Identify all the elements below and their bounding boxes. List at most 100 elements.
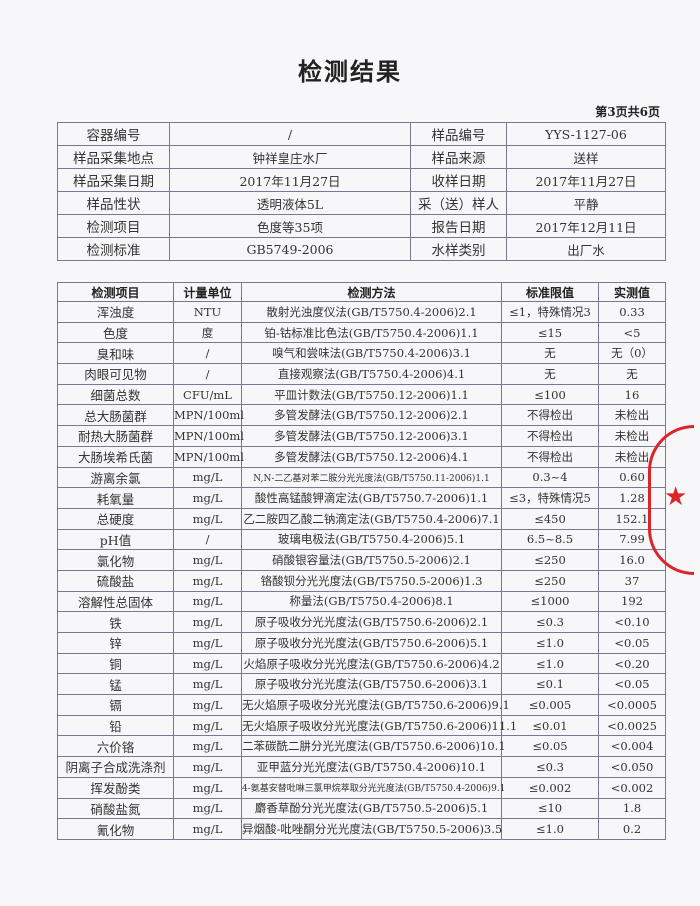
cell-value: 无（0） xyxy=(598,342,666,365)
info-label: 样品编号 xyxy=(410,122,507,146)
cell-unit: mg/L xyxy=(173,776,242,799)
results-table: 检测项目 计量单位 检测方法 标准限值 实测值 浑浊度 NTU 散射光浊度仪法(GB… xyxy=(57,282,666,840)
cell-limit: ≤250 xyxy=(501,569,599,592)
cell-item: 锌 xyxy=(57,632,174,654)
result-row: 铁 mg/L 原子吸收分光光度法(GB/T5750.6-2006)2.1 ≤0.3 <0… xyxy=(57,611,666,633)
cell-item: 挥发酚类 xyxy=(57,776,174,799)
cell-method: 无火焰原子吸收分光光度法(GB/T5750.6-2006)11.1 xyxy=(241,714,517,737)
info-row: 样品采集日期 2017年11月27日 收样日期 2017年11月27日 xyxy=(57,168,666,192)
info-value: / xyxy=(169,122,411,146)
cell-unit: MPN/100ml xyxy=(173,425,244,447)
cell-item: 镉 xyxy=(57,694,174,716)
cell-item: 硝酸盐氮 xyxy=(57,797,174,820)
cell-method: 酸性高锰酸钾滴定法(GB/T5750.7-2006)1.1 xyxy=(241,487,502,509)
cell-method: 原子吸收分光光度法(GB/T5750.6-2006)3.1 xyxy=(241,673,502,696)
cell-item: 铜 xyxy=(57,652,174,675)
cell-limit: 不得检出 xyxy=(501,404,599,427)
info-value: 透明液体5L xyxy=(169,191,411,215)
cell-method: 多管发酵法(GB/T5750.12-2006)3.1 xyxy=(241,425,502,447)
result-row: 硫酸盐 mg/L 铬酸钡分光光度法(GB/T5750.5-2006)1.3 ≤250 3… xyxy=(57,569,666,592)
info-value: 钟祥皇庄水厂 xyxy=(169,145,411,169)
cell-method: 玻璃电极法(GB/T5750.4-2006)5.1 xyxy=(241,528,502,551)
cell-limit: ≤3，特殊情况5 xyxy=(501,487,599,509)
cell-method: 多管发酵法(GB/T5750.12-2006)2.1 xyxy=(241,404,502,427)
cell-value: 未检出 xyxy=(598,404,666,427)
cell-item: pH值 xyxy=(57,528,174,551)
cell-value: <0.0005 xyxy=(598,694,666,716)
cell-unit: MPN/100ml xyxy=(173,404,244,427)
cell-value: <0.05 xyxy=(598,673,666,696)
page-indicator: 第3页共6页 xyxy=(595,105,660,119)
cell-method: 麝香草酚分光光度法(GB/T5750.5-2006)5.1 xyxy=(241,797,502,820)
page-title: 检测结果 xyxy=(298,57,402,86)
cell-unit: mg/L xyxy=(173,797,242,820)
result-row: 臭和味 / 嗅气和尝味法(GB/T5750.4-2006)3.1 无无（0） xyxy=(57,342,666,365)
result-row: 总大肠菌群 MPN/100ml 多管发酵法(GB/T5750.12-2006)2.1… xyxy=(57,404,666,427)
cell-method: 乙二胺四乙酸二钠滴定法(GB/T5750.4-2006)7.1 xyxy=(241,507,502,530)
cell-limit: ≤0.3 xyxy=(501,611,599,633)
cell-unit: / xyxy=(173,342,242,365)
result-row: 锰 mg/L 原子吸收分光光度法(GB/T5750.6-2006)3.1 ≤0.1 <0… xyxy=(57,673,666,696)
info-value: YYS-1127-06 xyxy=(506,122,666,146)
header-unit: 计量单位 xyxy=(173,282,242,302)
cell-value: 37 xyxy=(598,569,666,592)
info-label: 样品采集日期 xyxy=(57,168,170,192)
cell-method: 铂-钴标准比色法(GB/T5750.4-2006)1.1 xyxy=(241,321,502,344)
cell-method: 平皿计数法(GB/T5750.12-2006)1.1 xyxy=(241,383,502,406)
cell-item: 铁 xyxy=(57,611,174,633)
cell-value: 0.2 xyxy=(598,818,666,840)
cell-unit: mg/L xyxy=(173,611,242,633)
cell-item: 耐热大肠菌群 xyxy=(57,425,174,447)
info-label: 检测项目 xyxy=(57,214,170,238)
cell-limit: ≤1.0 xyxy=(501,652,599,675)
cell-limit: 无 xyxy=(501,363,599,385)
result-row: 游离余氯 mg/L N,N-二乙基对苯二胺分光光度法(GB/T5750.11-200… xyxy=(57,466,666,489)
cell-item: 总大肠菌群 xyxy=(57,404,174,427)
result-row: 肉眼可见物 / 直接观察法(GB/T5750.4-2006)4.1 无无 xyxy=(57,363,666,385)
cell-item: 肉眼可见物 xyxy=(57,363,174,385)
cell-method: 多管发酵法(GB/T5750.12-2006)4.1 xyxy=(241,445,502,468)
cell-unit: mg/L xyxy=(173,487,242,509)
cell-limit: 0.3~4 xyxy=(501,466,599,489)
cell-method: 直接观察法(GB/T5750.4-2006)4.1 xyxy=(241,363,502,385)
cell-item: 大肠埃希氏菌 xyxy=(57,445,174,468)
result-row: 氯化物 mg/L 硝酸银容量法(GB/T5750.5-2006)2.1 ≤250 16.… xyxy=(57,549,666,571)
cell-limit: ≤1.0 xyxy=(501,818,599,840)
cell-unit: mg/L xyxy=(173,714,242,737)
cell-unit: CFU/mL xyxy=(173,383,242,406)
cell-unit: NTU xyxy=(173,301,242,323)
cell-item: 浑浊度 xyxy=(57,301,174,323)
info-row: 样品采集地点 钟祥皇庄水厂 样品来源 送样 xyxy=(57,145,666,169)
result-row: 色度度铂-钴标准比色法(GB/T5750.4-2006)1.1 ≤15 <5 xyxy=(57,321,666,344)
cell-item: 硫酸盐 xyxy=(57,569,174,592)
result-row: pH值 / 玻璃电极法(GB/T5750.4-2006)5.1 6.5~8.5 7.99 xyxy=(57,528,666,551)
cell-item: 臭和味 xyxy=(57,342,174,365)
cell-item: 六价铬 xyxy=(57,735,174,758)
cell-item: 细菌总数 xyxy=(57,383,174,406)
result-row: 硝酸盐氮 mg/L 麝香草酚分光光度法(GB/T5750.5-2006)5.1 ≤10… xyxy=(57,797,666,820)
cell-item: 锰 xyxy=(57,673,174,696)
info-row: 容器编号 / 样品编号 YYS-1127-06 xyxy=(57,122,666,146)
cell-item: 耗氧量 xyxy=(57,487,174,509)
cell-method: 铬酸钡分光光度法(GB/T5750.5-2006)1.3 xyxy=(241,569,502,592)
info-row: 检测项目 色度等35项 报告日期 2017年12月11日 xyxy=(57,214,666,238)
cell-limit: 6.5~8.5 xyxy=(501,528,599,551)
cell-item: 色度 xyxy=(57,321,174,344)
cell-method: 嗅气和尝味法(GB/T5750.4-2006)3.1 xyxy=(241,342,502,365)
cell-value: <0.20 xyxy=(598,652,666,675)
info-label: 水样类别 xyxy=(410,237,507,261)
cell-method: 亚甲蓝分光光度法(GB/T5750.4-2006)10.1 xyxy=(241,756,502,778)
info-value: 色度等35项 xyxy=(169,214,411,238)
cell-value: <0.10 xyxy=(598,611,666,633)
cell-item: 氯化物 xyxy=(57,549,174,571)
info-label: 样品采集地点 xyxy=(57,145,170,169)
cell-item: 游离余氯 xyxy=(57,466,174,489)
result-row: 浑浊度 NTU 散射光浊度仪法(GB/T5750.4-2006)2.1 ≤1，特殊情况… xyxy=(57,301,666,323)
cell-limit: ≤1000 xyxy=(501,590,599,613)
cell-limit: ≤1.0 xyxy=(501,632,599,654)
cell-limit: ≤250 xyxy=(501,549,599,571)
cell-limit: 不得检出 xyxy=(501,425,599,447)
cell-value: 1.8 xyxy=(598,797,666,820)
info-value: 2017年11月27日 xyxy=(169,168,411,192)
cell-method: 原子吸收分光光度法(GB/T5750.6-2006)5.1 xyxy=(241,632,502,654)
